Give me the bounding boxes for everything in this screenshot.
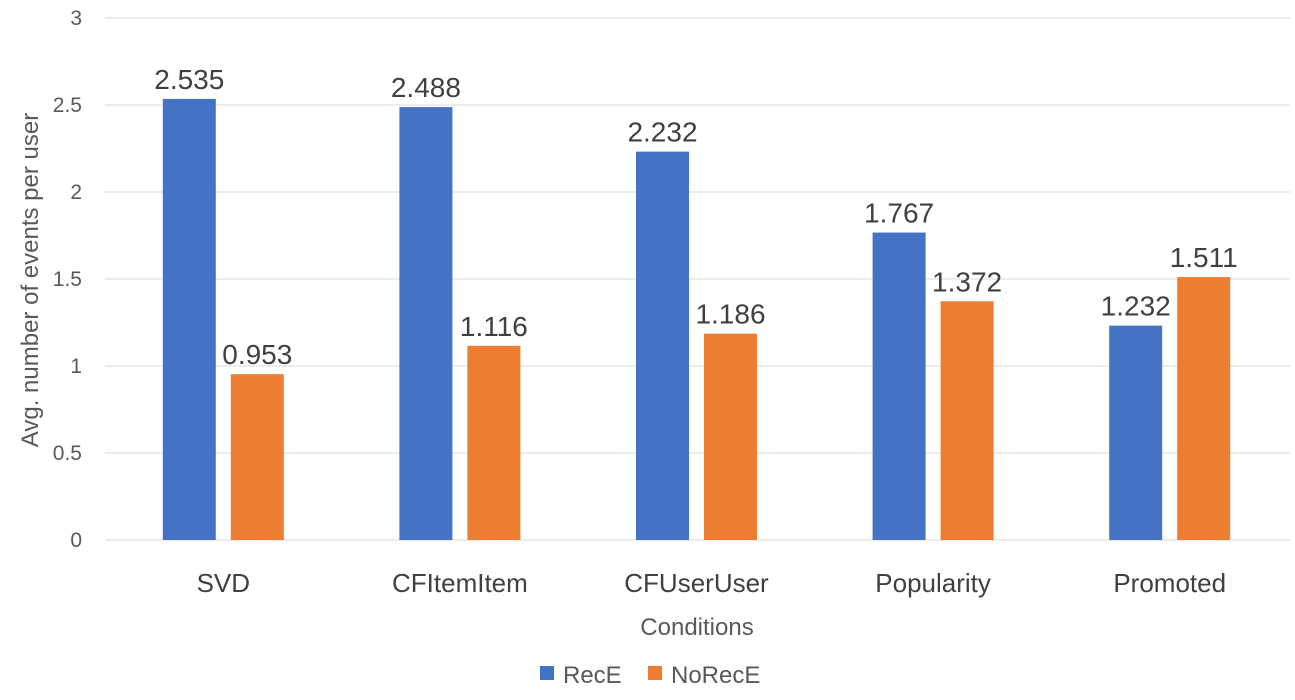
x-category-label: CFItemItem	[392, 568, 528, 598]
bar-norece-promoted	[1177, 277, 1231, 540]
data-label: 1.116	[460, 311, 528, 342]
data-label: 2.535	[154, 64, 224, 95]
x-category-label: Popularity	[875, 568, 991, 598]
legend-label-norece: NoRecE	[671, 662, 760, 689]
data-labels: 2.535 0.953 2.488 1.116 2.232 1.186 1.767 1.372…	[154, 64, 1237, 370]
y-tick-label: 1.5	[53, 268, 82, 291]
data-label: 2.232	[627, 117, 697, 148]
bar-rece-cfuseruser	[636, 151, 689, 540]
data-label: 1.511	[1170, 242, 1238, 273]
gridlines	[105, 17, 1290, 541]
x-category-label: Promoted	[1113, 568, 1226, 598]
data-label: 1.232	[1101, 291, 1171, 322]
bar-rece-promoted	[1109, 325, 1163, 540]
bars	[162, 98, 1231, 541]
bar-norece-svd	[230, 374, 284, 540]
y-tick-label: 2	[70, 181, 82, 204]
y-tick-label: 3	[70, 7, 82, 30]
bar-rece-svd	[162, 98, 216, 540]
y-axis-title: Avg. number of events per user	[17, 113, 44, 447]
data-label: 1.372	[932, 266, 1002, 297]
legend-swatch-norece	[648, 666, 662, 680]
bar-norece-cfitemitem	[467, 345, 521, 540]
bar-rece-popularity	[872, 232, 926, 541]
bar-norece-cfuseruser	[704, 333, 757, 540]
data-label: 1.767	[864, 198, 934, 229]
y-tick-label: 2.5	[53, 94, 82, 117]
data-label: 2.488	[391, 72, 461, 103]
y-tick-label: 0	[70, 529, 82, 552]
x-category-label: CFUserUser	[624, 568, 769, 598]
legend: RecE NoRecE	[540, 662, 760, 689]
x-axis-title: Conditions	[640, 614, 753, 641]
y-tick-label: 0.5	[53, 442, 82, 465]
data-label: 0.953	[222, 339, 292, 370]
data-label: 1.186	[695, 299, 765, 330]
bar-norece-popularity	[940, 301, 994, 540]
bar-rece-cfitemitem	[399, 107, 453, 540]
y-tick-label: 1	[70, 355, 82, 378]
legend-label-rece: RecE	[563, 662, 622, 689]
x-axis-categories: SVD CFItemItem CFUserUser Popularity Promote…	[197, 568, 1227, 598]
legend-swatch-rece	[540, 666, 554, 680]
x-category-label: SVD	[197, 568, 250, 598]
y-axis-ticks: 0 0.5 1 1.5 2 2.5 3	[53, 7, 82, 552]
